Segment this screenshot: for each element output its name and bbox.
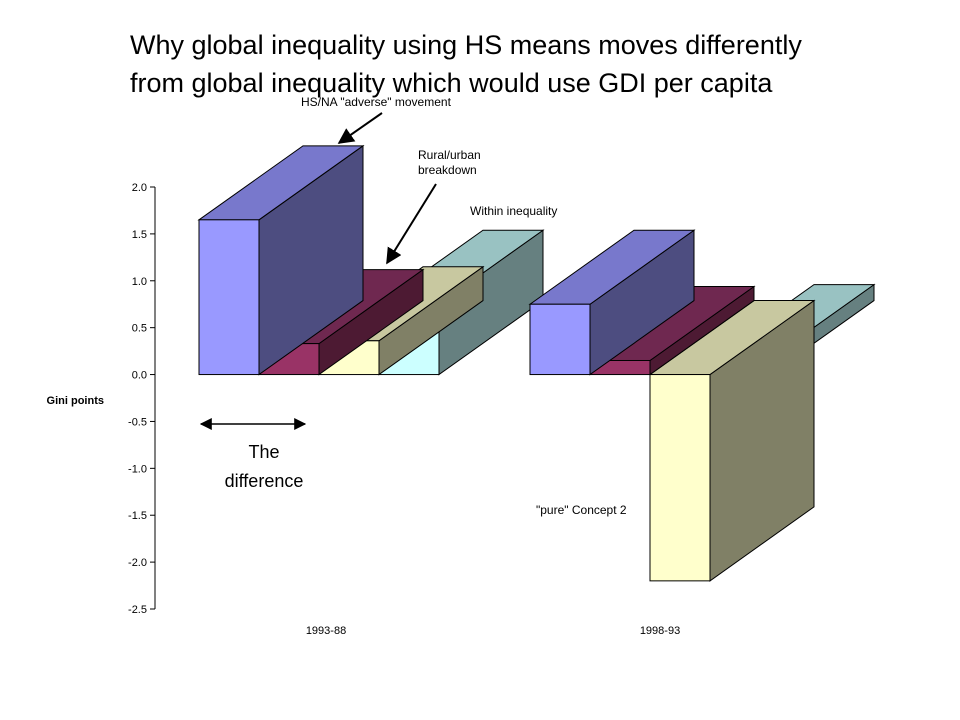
y-tick-label: 2.0: [132, 182, 147, 194]
title-line-1: Why global inequality using HS means mov…: [130, 30, 802, 60]
annotation-within: Within inequality: [470, 204, 557, 218]
annotation-adverse: HS/NA "adverse" movement: [301, 95, 452, 109]
annotation-pure-concept: "pure" Concept 2: [536, 503, 627, 517]
annotations: HS/NA "adverse" movement Rural/urban bre…: [47, 95, 627, 517]
x-category-label: 1993-88: [306, 625, 346, 637]
annotation-rural-urban-1: Rural/urban: [418, 148, 481, 162]
title-line-2: from global inequality which would use G…: [130, 68, 773, 98]
rural-urban-arrow: [386, 183, 437, 265]
y-tick-label: -1.5: [128, 510, 147, 522]
y-tick-label: 1.5: [132, 229, 147, 241]
difference-label-1: The: [248, 442, 279, 462]
annotation-rural-urban-2: breakdown: [418, 163, 477, 177]
y-tick-label: -1.0: [128, 463, 147, 475]
x-category-label: 1998-93: [640, 625, 680, 637]
bars-group: [197, 144, 876, 582]
y-tick-label: -2.5: [128, 604, 147, 616]
y-tick-label: -2.0: [128, 557, 147, 569]
y-tick-label: -0.5: [128, 416, 147, 428]
y-tick-label: 1.0: [132, 276, 147, 288]
y-axis-label: Gini points: [47, 395, 104, 407]
y-axis: 2.0 1.5 1.0 0.5 0.0 -0.5 -1.0 -1.5 -2.0 -2.5 1993-…: [128, 182, 680, 637]
difference-label-2: difference: [225, 471, 304, 491]
y-tick-label: 0.5: [132, 323, 147, 335]
bar-front-face: [198, 219, 260, 376]
adverse-arrow: [337, 112, 383, 144]
bar-front-face: [529, 303, 591, 376]
y-tick-label: 0.0: [132, 370, 147, 382]
bar-front-face: [649, 374, 711, 582]
chart-title: Why global inequality using HS means mov…: [130, 26, 950, 102]
